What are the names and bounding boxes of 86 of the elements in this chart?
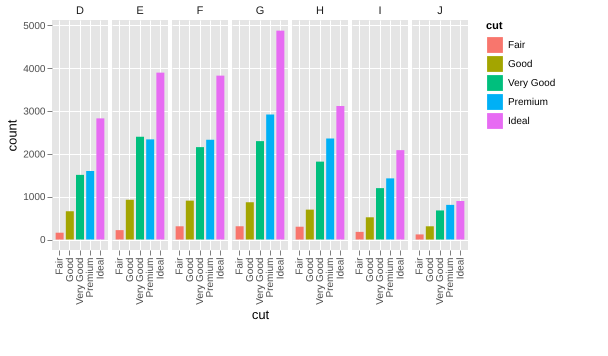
bar [256,141,264,240]
legend-label: Premium [508,97,548,108]
chart-title: E [136,5,144,17]
x-tick-label: Ideal [215,258,226,280]
bar [146,139,154,240]
bar [276,30,284,240]
bar [316,162,324,240]
bar [126,200,134,240]
x-tick-label: Good [424,258,436,282]
chart-title: G [256,5,264,17]
x-tick-label: Premium [445,258,456,298]
x-tick-label: Good [64,258,76,282]
chart-title: F [196,5,204,17]
y-tick-label: 4000 [23,64,46,75]
chart-title: H [316,5,324,17]
bar [246,202,254,240]
bar [306,210,314,240]
x-tick-label: Very Good [435,258,446,305]
x-tick-label: Ideal [95,258,106,280]
bar [366,217,374,240]
bar [76,174,84,240]
x-tick-label: Good [364,258,376,282]
bar [326,138,334,240]
x-tick-label: Premium [85,258,96,298]
x-tick-label: Fair [174,256,186,275]
bar [386,178,394,240]
bar [396,150,404,240]
x-tick-label: Premium [385,258,396,298]
x-tick-label: Fair [234,256,246,275]
bar [156,72,164,240]
bar [376,188,384,240]
x-tick-label: Ideal [335,258,346,280]
legend-label: Very Good [508,78,556,89]
bar [176,226,184,240]
bar [96,118,104,240]
x-tick-label: Premium [265,258,276,298]
bar [236,226,244,240]
x-tick-label: Premium [205,258,216,298]
legend-title: cut [486,20,503,32]
x-tick-label: Fair [294,256,306,275]
x-tick-label: Good [124,258,136,282]
bar [116,230,124,240]
bar [86,171,94,240]
y-tick-label: 1000 [23,192,46,204]
x-tick-label: Very Good [195,258,206,305]
legend-label: Fair [508,40,526,51]
y-axis-title: count [4,119,20,152]
bar [266,114,274,240]
x-axis-title: cut [252,306,270,322]
x-tick-label: Very Good [135,258,146,305]
y-tick-label: 2000 [23,149,46,160]
bar [356,232,364,240]
x-tick-label: Fair [354,256,366,275]
bar [56,232,64,240]
legend-label: Good [508,59,532,70]
bar [186,200,194,240]
x-tick-label: Premium [145,258,156,298]
x-tick-label: Very Good [75,258,86,305]
chart-title: I [378,5,382,17]
x-tick-label: Ideal [395,258,406,280]
bar [216,76,224,240]
bar [136,136,144,240]
y-tick-label: 3000 [23,106,46,118]
x-tick-label: Fair [114,256,126,275]
chart-title: J [437,5,443,17]
x-tick-label: Good [184,258,196,282]
legend-label: Ideal [508,116,530,127]
x-tick-label: Good [304,258,316,282]
x-tick-label: Very Good [315,258,326,305]
bar [196,147,204,240]
x-tick-label: Ideal [275,258,286,280]
x-tick-label: Fair [414,256,426,275]
bar [66,211,74,240]
bar [296,226,304,240]
bar [336,106,344,240]
x-tick-label: Ideal [455,258,466,280]
bar [206,140,214,240]
x-tick-label: Good [244,258,256,282]
x-tick-label: Ideal [155,258,166,280]
x-tick-label: Fair [54,256,66,275]
y-tick-label: 5000 [23,20,46,32]
y-tick-label: 0 [40,235,46,246]
x-tick-label: Very Good [375,258,386,305]
x-tick-label: Premium [325,258,336,298]
chart-title: D [76,5,84,17]
x-tick-label: Very Good [255,258,266,305]
